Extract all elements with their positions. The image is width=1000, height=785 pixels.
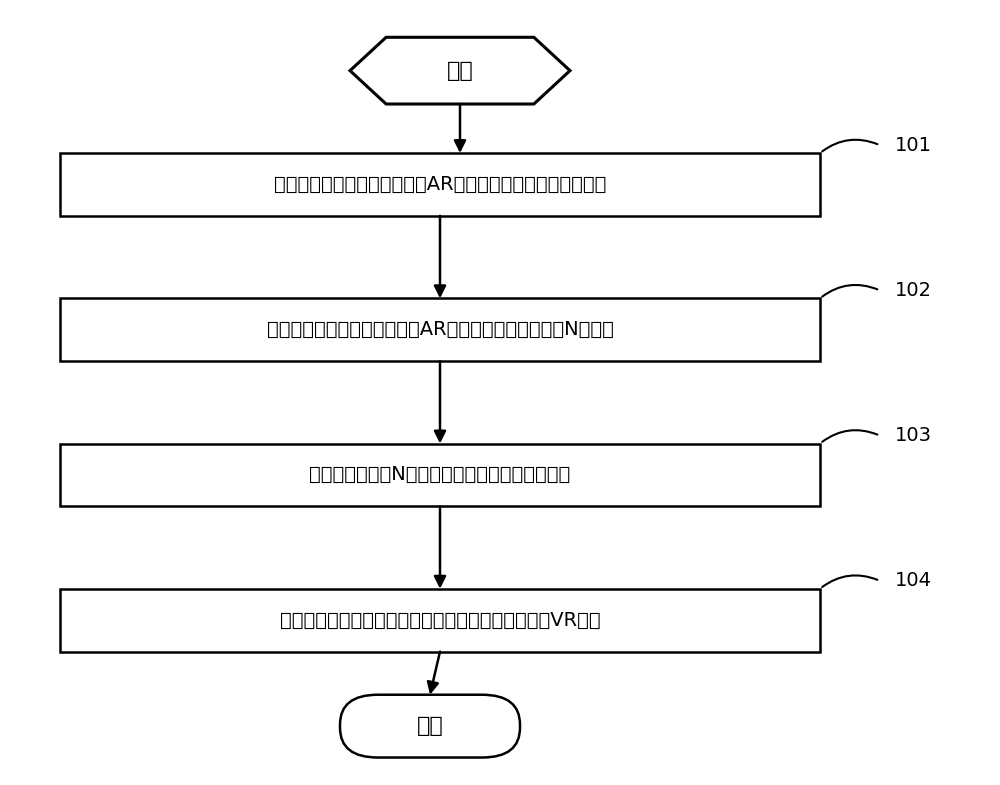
Text: 101: 101 xyxy=(895,136,932,155)
FancyBboxPatch shape xyxy=(60,153,820,216)
Text: 接收用户对虚拟屏幕上显示的AR画面中的目标实物的第一输入: 接收用户对虚拟屏幕上显示的AR画面中的目标实物的第一输入 xyxy=(274,175,606,194)
FancyBboxPatch shape xyxy=(340,695,520,758)
Text: 开始: 开始 xyxy=(447,60,473,81)
FancyBboxPatch shape xyxy=(60,589,820,652)
Text: 102: 102 xyxy=(895,281,932,300)
Text: 结束: 结束 xyxy=(417,716,443,736)
FancyBboxPatch shape xyxy=(60,298,820,361)
Text: 103: 103 xyxy=(895,426,932,445)
Text: 104: 104 xyxy=(895,571,932,590)
Text: 响应于所述第一输入，在所述AR画面的目标区域，显示N个标识: 响应于所述第一输入，在所述AR画面的目标区域，显示N个标识 xyxy=(267,320,613,339)
Text: 响应于所述第二输入，显示所述目标标识对应的目标VR画面: 响应于所述第二输入，显示所述目标标识对应的目标VR画面 xyxy=(280,611,600,630)
FancyBboxPatch shape xyxy=(60,444,820,506)
Text: 接收用户对所述N个标识中的目标标识的第二输入: 接收用户对所述N个标识中的目标标识的第二输入 xyxy=(309,466,571,484)
Polygon shape xyxy=(350,38,570,104)
